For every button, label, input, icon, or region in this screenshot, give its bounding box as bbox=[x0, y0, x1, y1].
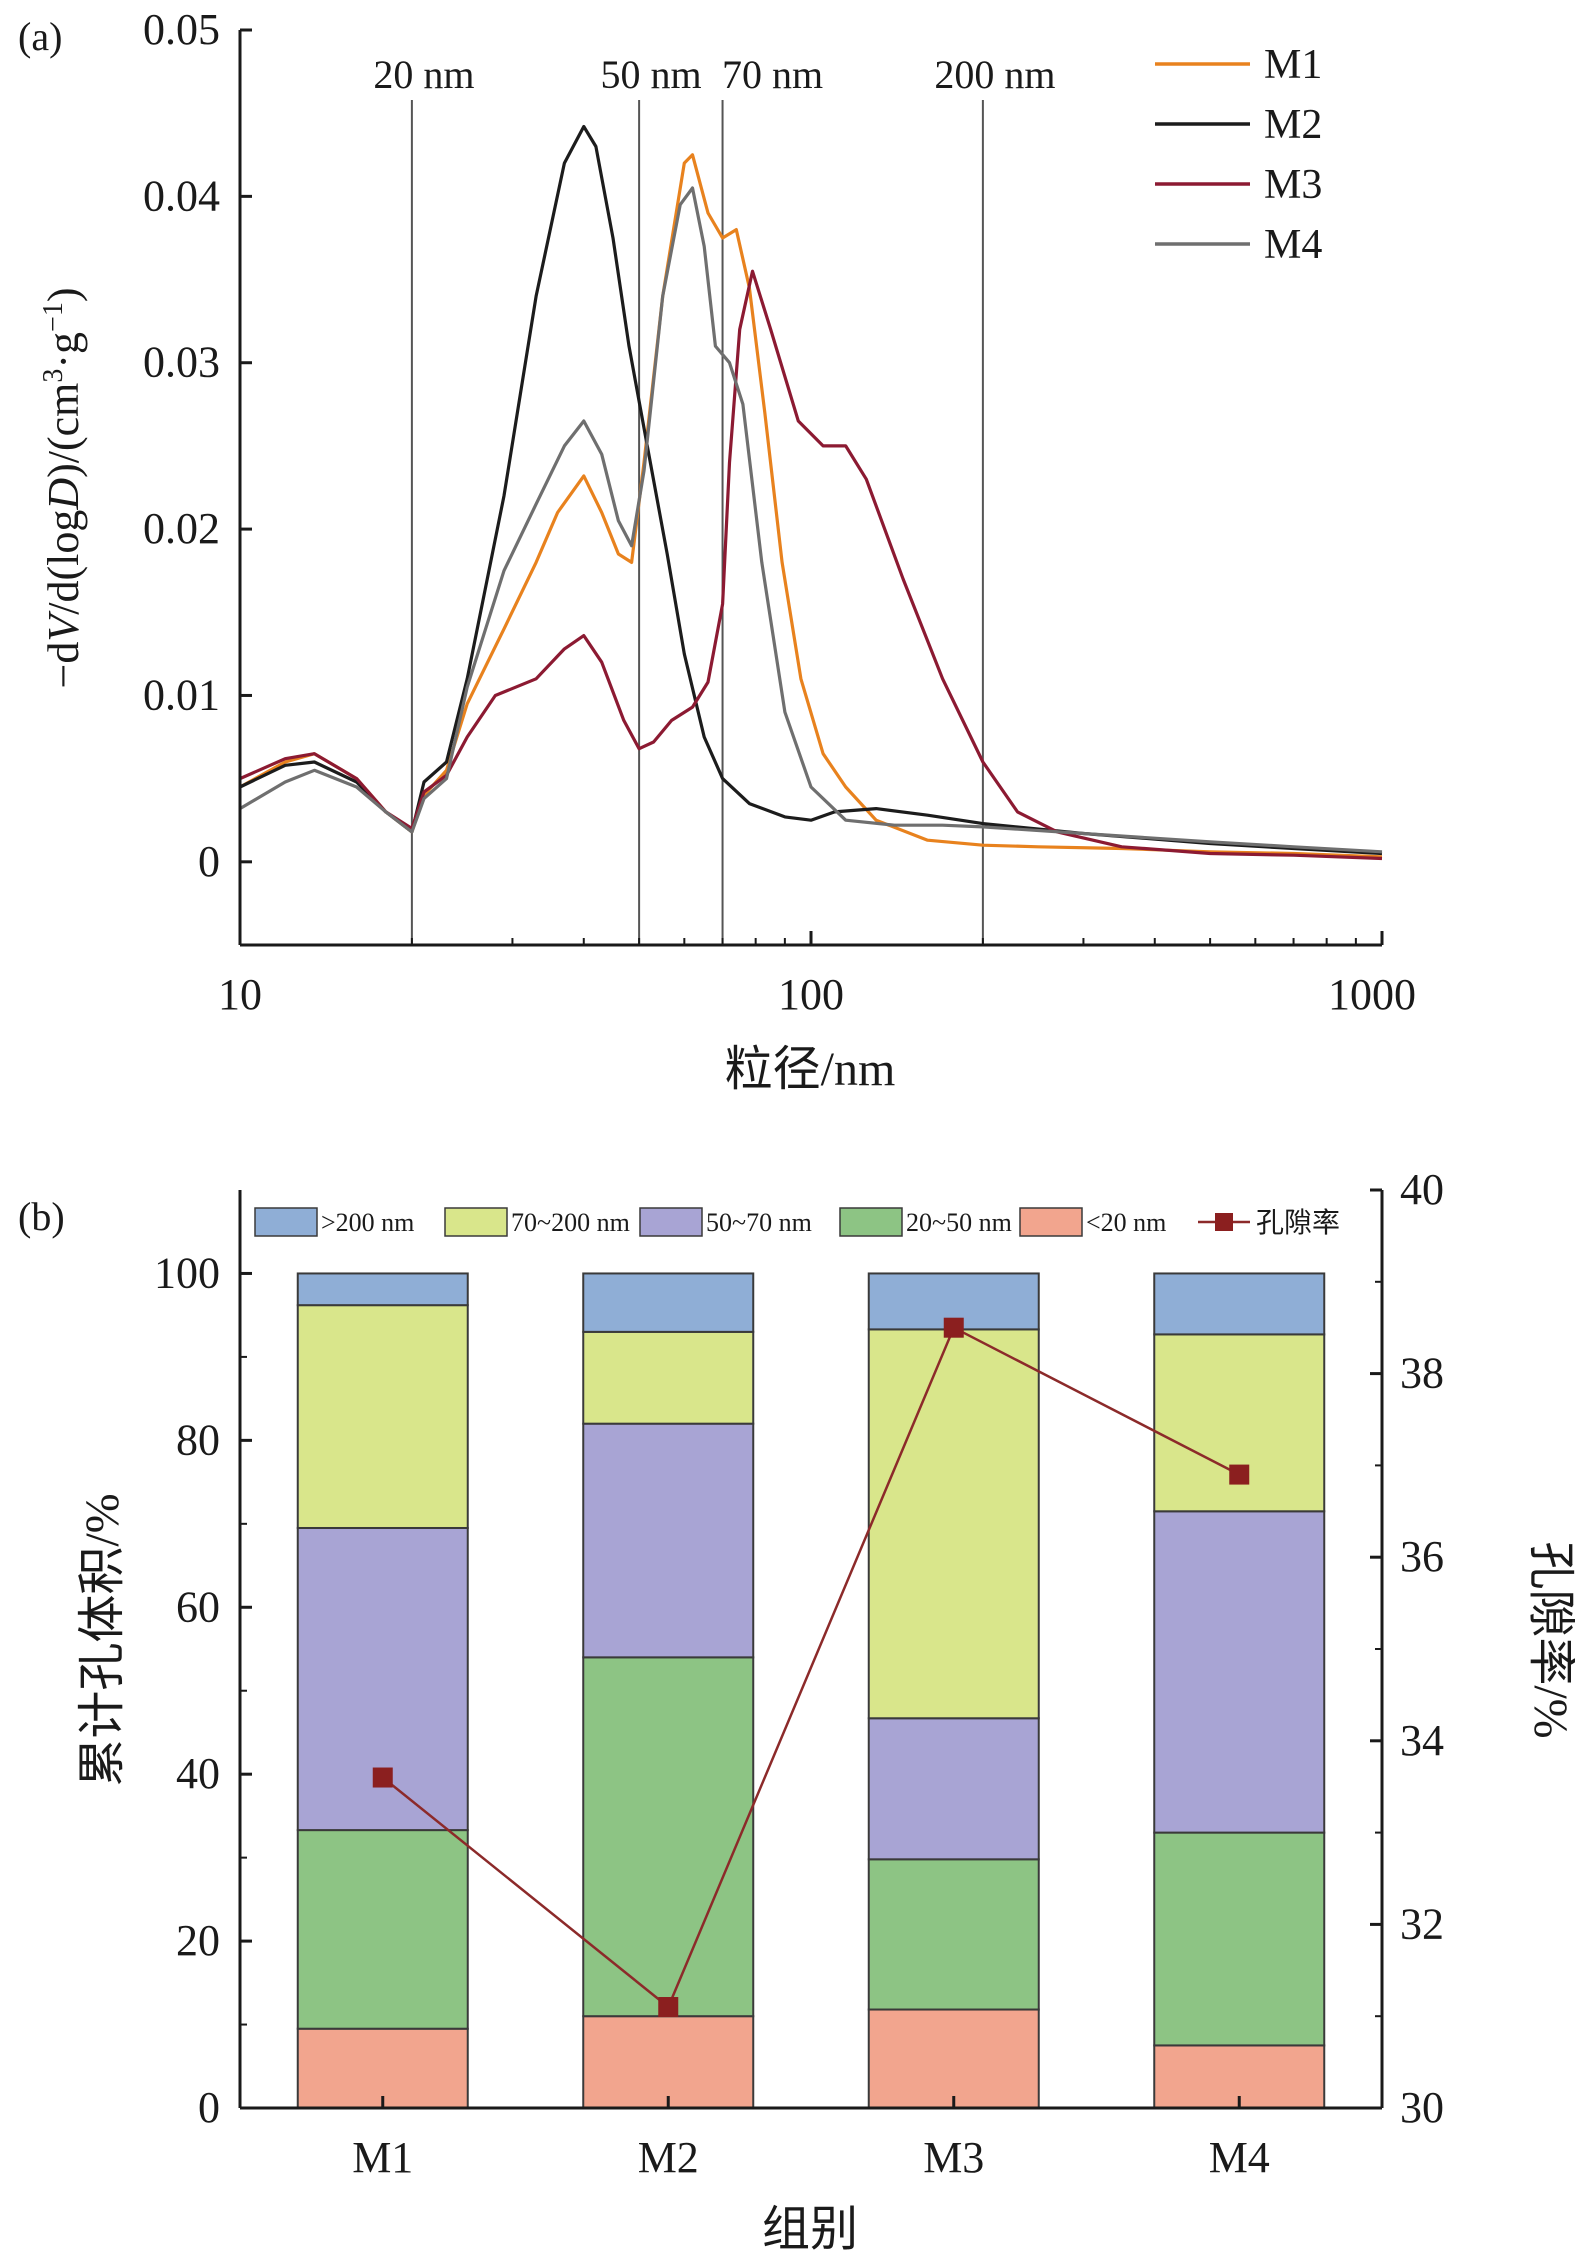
porosity-marker-M2 bbox=[658, 1997, 679, 2018]
legend-label->200 nm: >200 nm bbox=[321, 1208, 414, 1237]
x-tick-label-M1: M1 bbox=[352, 2133, 413, 2182]
legend-swatch-<20 nm bbox=[1019, 1207, 1083, 1237]
series-line-M3 bbox=[239, 269, 1383, 861]
bar-segment-M4-50~70 nm bbox=[1153, 1510, 1326, 1834]
porosity-marker-M1 bbox=[372, 1767, 393, 1788]
y-tick-label-b-80: 80 bbox=[176, 1415, 220, 1464]
y2-tick-label-32: 32 bbox=[1400, 1899, 1444, 1948]
legend-label-M3: M3 bbox=[1264, 162, 1322, 208]
legend-swatch-70~200 nm bbox=[444, 1207, 508, 1237]
porosity-polyline bbox=[382, 1325, 1240, 2010]
y2-tick-label-30: 30 bbox=[1400, 2083, 1444, 2132]
legend-swatch-50~70 nm bbox=[639, 1207, 703, 1237]
reference-lines: 20 nm 50 nm 70 nm 200 nm bbox=[373, 52, 1055, 945]
x-tick-label-100: 100 bbox=[778, 970, 844, 1019]
legend-swatch-20~50 nm bbox=[839, 1207, 903, 1237]
y-tick-label-0.03: 0.03 bbox=[143, 338, 220, 387]
y-tick-label-b-0: 0 bbox=[198, 2083, 220, 2132]
bar-segment-M3-50~70 nm bbox=[867, 1717, 1040, 1861]
panel-b-label: (b) bbox=[18, 1194, 65, 1239]
bar-segment-M4-70~200 nm bbox=[1153, 1333, 1326, 1513]
bar-segment-M2-20~50 nm bbox=[582, 1656, 755, 2018]
bar-segment-M1->200 nm bbox=[296, 1272, 469, 1307]
legend-label-20~50 nm: 20~50 nm bbox=[906, 1208, 1012, 1237]
axis-ticks-b: 0 20 40 60 80 100 30 32 34 36 38 40 M1 M2 M3 M4 bbox=[154, 1165, 1444, 2182]
reference-label-50: 50 nm bbox=[601, 52, 702, 97]
bar-segment-M2-<20 nm bbox=[582, 2015, 755, 2109]
legend-label-M2: M2 bbox=[1264, 102, 1322, 148]
axis-ticks-a: 0 0.01 0.02 0.03 0.04 0.05 10 100 1000 bbox=[143, 5, 1416, 1019]
y-tick-label-b-40: 40 bbox=[176, 1749, 220, 1798]
legend-b: >200 nm 70~200 nm 50~70 nm 20~50 nm <20 nm 孔隙… bbox=[254, 1207, 1340, 1239]
y2-tick-label-36: 36 bbox=[1400, 1532, 1444, 1581]
series-line-M4 bbox=[239, 186, 1383, 854]
x-axis-label-b: 组别 bbox=[762, 2203, 858, 2256]
legend-label-porosity: 孔隙率 bbox=[1256, 1207, 1340, 1239]
y-tick-label-b-20: 20 bbox=[176, 1916, 220, 1965]
bar-segment-M1-<20 nm bbox=[296, 2027, 469, 2109]
y-axis-label-left: 累计孔体积/% bbox=[76, 1493, 129, 1786]
legend-swatch-porosity-marker bbox=[1215, 1213, 1233, 1231]
bar-segment-M1-20~50 nm bbox=[296, 1829, 469, 2030]
legend-label-<20 nm: <20 nm bbox=[1086, 1208, 1166, 1237]
y-tick-label-b-60: 60 bbox=[176, 1582, 220, 1631]
panel-b: (b) 0 20 40 60 80 100 30 32 34 36 38 40 M1 M2 M3 M4 >20… bbox=[18, 1165, 1575, 2256]
y-tick-label-0: 0 bbox=[198, 837, 220, 886]
legend-label-50~70 nm: 50~70 nm bbox=[706, 1208, 812, 1237]
y-tick-label-0.01: 0.01 bbox=[143, 670, 220, 719]
y2-tick-label-40: 40 bbox=[1400, 1165, 1444, 1214]
legend-label-M4: M4 bbox=[1264, 222, 1322, 268]
x-tick-label-M3: M3 bbox=[923, 2133, 984, 2182]
bar-segment-M2-50~70 nm bbox=[582, 1422, 755, 1659]
legend-label-70~200 nm: 70~200 nm bbox=[511, 1208, 630, 1237]
y-axis-label: −dV/d(logD)/(cm3·g−1) bbox=[38, 287, 88, 688]
panel-a: (a) 20 nm 50 nm 70 nm 200 nm 00.010.020.030… bbox=[18, 5, 1416, 1096]
bar-segment-M2->200 nm bbox=[582, 1272, 755, 1333]
x-tick-label-M2: M2 bbox=[638, 2133, 699, 2182]
panel-a-label: (a) bbox=[18, 14, 62, 59]
reference-label-20: 20 nm bbox=[373, 52, 474, 97]
bar-segment-M2-70~200 nm bbox=[582, 1330, 755, 1425]
y-tick-label-0.04: 0.04 bbox=[143, 171, 220, 220]
porosity-marker-M4 bbox=[1229, 1464, 1250, 1485]
bar-segment-M1-70~200 nm bbox=[296, 1304, 469, 1529]
stacked-bars bbox=[296, 1272, 1326, 2110]
bar-segment-M3-<20 nm bbox=[867, 2008, 1040, 2110]
x-tick-label-1000: 1000 bbox=[1328, 970, 1416, 1019]
legend-swatch->200 nm bbox=[254, 1207, 318, 1237]
y-tick-label-b-100: 100 bbox=[154, 1248, 220, 1297]
legend-label-M1: M1 bbox=[1264, 42, 1322, 88]
y-tick-label-0.02: 0.02 bbox=[143, 504, 220, 553]
x-tick-label-M4: M4 bbox=[1209, 2133, 1270, 2182]
reference-label-200: 200 nm bbox=[934, 52, 1055, 97]
bar-segment-M3-20~50 nm bbox=[867, 1858, 1040, 2011]
porosity-line bbox=[372, 1317, 1250, 2018]
x-axis-label: 粒径/nm bbox=[725, 1043, 896, 1096]
legend-a: M1 M2 M3 M4 bbox=[1155, 42, 1322, 268]
y-axis-label-right: 孔隙率/% bbox=[1524, 1541, 1575, 1738]
bar-segment-M3-70~200 nm bbox=[867, 1328, 1040, 1720]
bar-segment-M4->200 nm bbox=[1153, 1272, 1326, 1336]
porosity-marker-M3 bbox=[943, 1317, 964, 1338]
line-series bbox=[239, 124, 1383, 861]
y-tick-label-0.05: 0.05 bbox=[143, 5, 220, 54]
y2-tick-label-34: 34 bbox=[1400, 1716, 1444, 1765]
bar-segment-M4-20~50 nm bbox=[1153, 1831, 1326, 2047]
reference-label-70: 70 nm bbox=[722, 52, 823, 97]
x-tick-label-10: 10 bbox=[218, 970, 262, 1019]
y2-tick-label-38: 38 bbox=[1400, 1349, 1444, 1398]
